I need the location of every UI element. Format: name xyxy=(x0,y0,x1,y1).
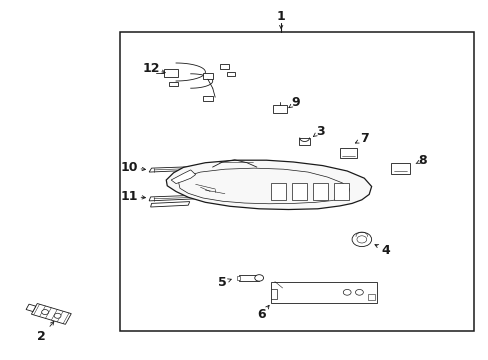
Bar xyxy=(203,73,212,79)
Bar xyxy=(367,294,374,300)
Circle shape xyxy=(355,289,363,295)
Bar xyxy=(292,183,306,200)
Polygon shape xyxy=(31,303,71,324)
Bar xyxy=(163,69,178,77)
Bar xyxy=(168,82,177,86)
Bar xyxy=(203,96,212,101)
Circle shape xyxy=(343,289,350,295)
Text: 10: 10 xyxy=(121,161,138,174)
Circle shape xyxy=(54,313,61,318)
Circle shape xyxy=(356,236,366,243)
Polygon shape xyxy=(149,166,203,172)
Polygon shape xyxy=(166,160,371,210)
Text: 7: 7 xyxy=(359,132,368,145)
Bar xyxy=(339,148,356,158)
Bar xyxy=(313,183,327,200)
Text: 1: 1 xyxy=(276,10,285,23)
Bar xyxy=(390,163,409,174)
Text: 3: 3 xyxy=(315,125,324,138)
Bar xyxy=(271,282,376,303)
Text: 5: 5 xyxy=(218,276,226,289)
Text: 6: 6 xyxy=(257,309,265,321)
Text: 9: 9 xyxy=(291,96,300,109)
Bar xyxy=(299,138,309,145)
Bar xyxy=(227,72,235,76)
Bar xyxy=(334,183,348,200)
Text: 12: 12 xyxy=(142,62,160,75)
Bar xyxy=(120,32,473,331)
Bar xyxy=(220,64,228,69)
Bar xyxy=(271,289,277,299)
Bar xyxy=(236,276,239,280)
Bar xyxy=(272,105,286,113)
Circle shape xyxy=(254,275,263,281)
Bar xyxy=(271,183,285,200)
Circle shape xyxy=(351,232,371,247)
Text: 8: 8 xyxy=(418,154,427,167)
Text: 4: 4 xyxy=(381,244,390,257)
Circle shape xyxy=(41,310,48,315)
Polygon shape xyxy=(150,202,189,207)
Polygon shape xyxy=(171,170,195,184)
Polygon shape xyxy=(149,195,199,201)
Bar xyxy=(238,275,259,281)
Polygon shape xyxy=(26,304,36,311)
Text: 2: 2 xyxy=(37,330,46,343)
Text: 11: 11 xyxy=(121,190,138,203)
